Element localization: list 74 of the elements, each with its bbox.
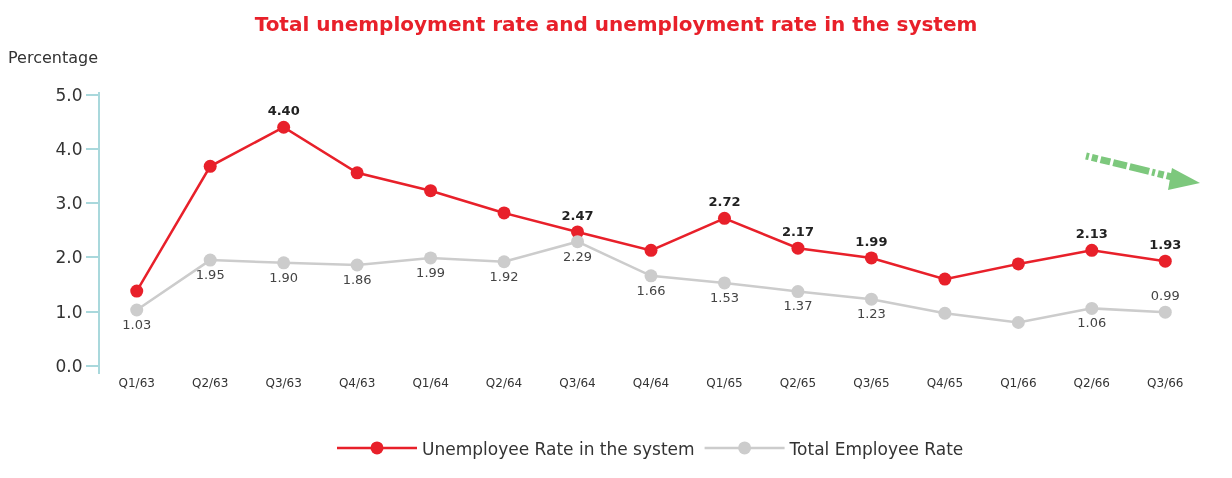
point <box>791 285 805 299</box>
x-tick-label: Q3/65 <box>853 376 890 390</box>
point <box>1085 243 1099 257</box>
data-label: 1.03 <box>122 316 152 332</box>
data-label: 1.23 <box>856 306 886 322</box>
x-tick-label: Q4/63 <box>338 376 376 390</box>
point <box>350 258 364 272</box>
data-label: 1.06 <box>1077 315 1107 331</box>
y-tick-label: 1.0 <box>55 301 83 322</box>
y-tick-label: 5.0 <box>55 84 83 105</box>
data-label: 1.37 <box>783 298 813 314</box>
data-label: 2.13 <box>1075 225 1108 241</box>
point <box>203 159 217 173</box>
data-label: 1.99 <box>855 233 888 249</box>
point <box>1085 301 1099 315</box>
x-tick-label: Q2/65 <box>779 376 817 390</box>
x-tick-label: Q3/64 <box>559 376 596 390</box>
x-tick-label: Q1/63 <box>118 376 155 390</box>
x-tick-label: Q1/65 <box>706 376 743 390</box>
data-label: 2.29 <box>563 248 593 264</box>
data-label: 1.90 <box>269 269 299 285</box>
point <box>571 235 585 249</box>
point <box>424 184 438 198</box>
point <box>203 253 217 267</box>
data-label: 1.66 <box>636 282 666 298</box>
data-label: 2.17 <box>781 223 814 239</box>
point <box>717 276 731 290</box>
point <box>791 241 805 255</box>
y-axis-title: Percentage <box>8 48 99 67</box>
point <box>938 272 952 286</box>
point <box>644 269 658 283</box>
data-label: 0.99 <box>1150 287 1180 303</box>
x-tick-label: Q2/63 <box>192 376 229 390</box>
point <box>497 206 511 220</box>
y-tick-label: 2.0 <box>55 247 83 268</box>
legend-label: Unemployee Rate in the system <box>422 438 695 459</box>
x-tick-label: Q2/66 <box>1073 376 1110 390</box>
chart-title: Total unemployment rate and unemployment rate in the system <box>254 11 978 36</box>
data-label: 1.86 <box>342 271 372 287</box>
point <box>644 243 658 257</box>
x-tick-label: Q1/64 <box>412 376 449 390</box>
point <box>424 251 438 265</box>
data-label: 2.47 <box>561 207 594 223</box>
y-tick-label: 0.0 <box>55 355 83 376</box>
point <box>864 292 878 306</box>
point <box>130 284 144 298</box>
point <box>277 120 291 134</box>
point <box>864 251 878 265</box>
point <box>1158 254 1172 268</box>
x-tick-label: Q3/66 <box>1147 376 1184 390</box>
point <box>938 306 952 320</box>
point <box>350 166 364 180</box>
data-label: 4.40 <box>267 102 300 118</box>
point <box>717 211 731 225</box>
x-tick-label: Q2/64 <box>485 376 523 390</box>
data-label: 1.92 <box>489 268 519 284</box>
point <box>277 256 291 270</box>
point <box>1158 305 1172 319</box>
point <box>497 255 511 269</box>
point <box>130 303 144 317</box>
point <box>1011 257 1025 271</box>
data-label: 1.53 <box>709 289 739 305</box>
y-tick-label: 4.0 <box>55 138 83 159</box>
data-label: 1.99 <box>416 264 446 280</box>
x-tick-label: Q4/64 <box>632 376 670 390</box>
y-tick-label: 3.0 <box>55 193 83 214</box>
x-tick-label: Q4/65 <box>926 376 964 390</box>
legend-label: Total Employee Rate <box>788 438 964 459</box>
data-label: 1.93 <box>1149 236 1182 252</box>
point <box>1011 315 1025 329</box>
data-label: 1.95 <box>195 266 225 282</box>
data-label: 2.72 <box>708 193 741 209</box>
x-tick-label: Q3/63 <box>265 376 302 390</box>
x-tick-label: Q1/66 <box>1000 376 1037 390</box>
